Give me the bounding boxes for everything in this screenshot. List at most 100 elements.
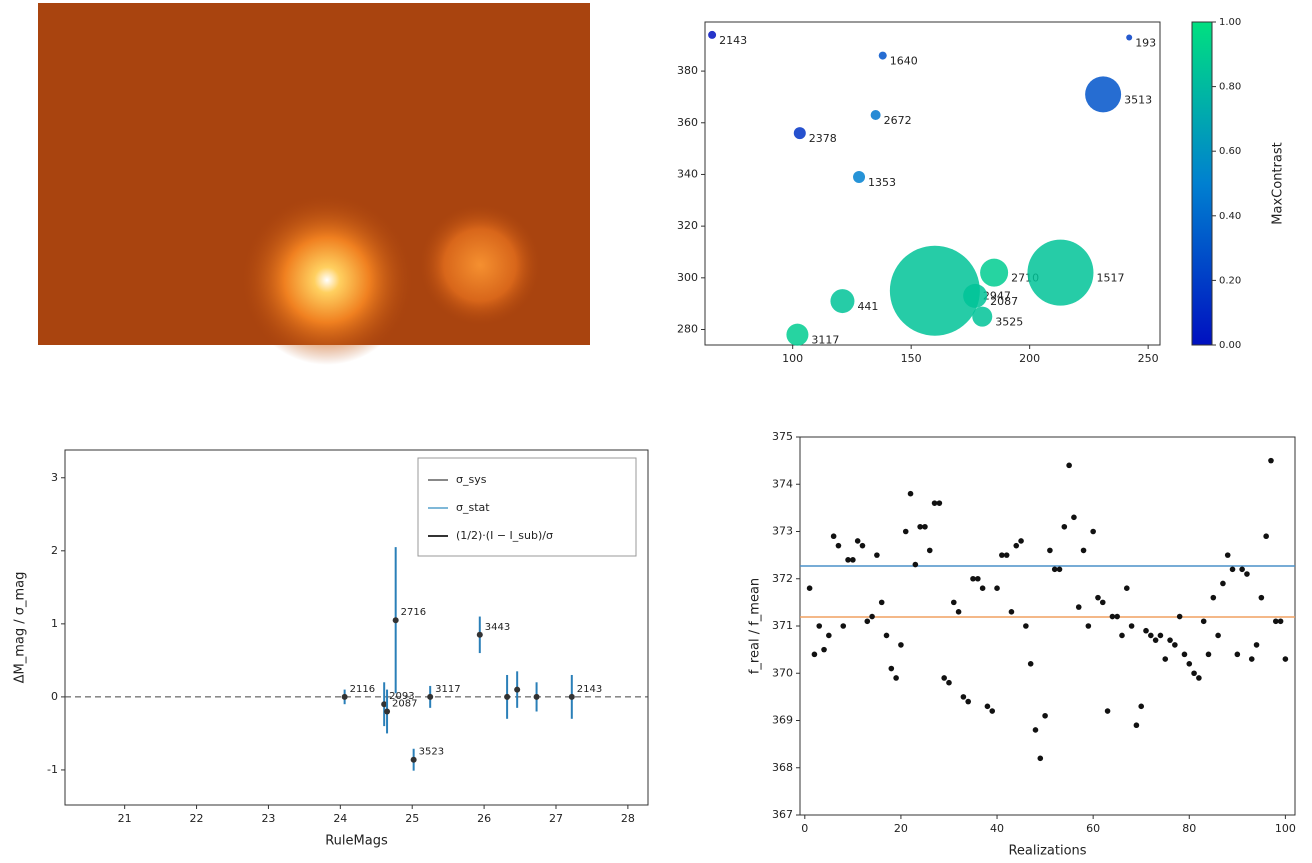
colorbar-tick-label: 1.00 (1219, 17, 1241, 28)
x-tick-label: 20 (894, 822, 908, 835)
point-label: 2143 (577, 684, 602, 695)
bubble (853, 171, 866, 184)
y-tick-label: 370 (772, 666, 793, 679)
point (1013, 542, 1020, 549)
point (1095, 594, 1101, 601)
point (1253, 642, 1260, 648)
point (907, 490, 914, 497)
point (960, 694, 967, 700)
colorbar-label: MaxContrast (1271, 142, 1286, 224)
x-tick-label: 0 (801, 822, 808, 835)
point (979, 585, 986, 591)
plot-frame (704, 21, 1161, 346)
legend-box (417, 457, 637, 557)
point (1157, 632, 1164, 639)
point-label: 3443 (485, 622, 510, 633)
point (427, 693, 434, 700)
colorbar-tick-label: 0.00 (1219, 340, 1241, 351)
point (830, 533, 837, 540)
x-tick-label: 100 (782, 352, 803, 365)
x-tick-label: 27 (549, 812, 563, 825)
point-label: 3523 (419, 747, 444, 758)
point-label: 1640 (890, 55, 918, 68)
legend-label: σ_sys (456, 473, 487, 486)
point (1229, 566, 1236, 573)
bubble (793, 127, 806, 140)
point (1003, 552, 1010, 558)
point (922, 523, 928, 530)
point-label: 193 (1135, 37, 1156, 50)
point (893, 675, 899, 681)
point-label: 441 (857, 300, 878, 313)
point (859, 542, 866, 549)
point-label: 2087 (990, 295, 1018, 308)
y-tick-label: 380 (677, 64, 698, 77)
point (384, 708, 391, 715)
y-tick-label: 340 (677, 167, 698, 180)
y-tick-label: 369 (772, 714, 793, 727)
point (1008, 609, 1015, 615)
point (1272, 618, 1279, 625)
point (1234, 651, 1241, 658)
point (341, 693, 348, 700)
point (1268, 457, 1274, 464)
bubble (1027, 239, 1094, 306)
point (835, 542, 842, 549)
y-tick-label: 3 (51, 471, 58, 484)
point (965, 698, 972, 705)
colorbar-tick-label: 0.20 (1219, 275, 1241, 286)
point (568, 693, 575, 700)
point-label: 2087 (392, 699, 417, 710)
x-tick-label: 250 (1138, 352, 1159, 365)
point (1152, 637, 1159, 643)
point (1263, 533, 1269, 540)
point (1205, 651, 1212, 658)
point (989, 708, 996, 714)
point (1037, 755, 1044, 762)
point (840, 623, 847, 629)
point-label: 2716 (401, 607, 426, 618)
point (950, 599, 957, 606)
point (826, 632, 832, 639)
point-label: 2947 (983, 290, 1011, 303)
point (1162, 656, 1169, 662)
y-tick-label: 300 (677, 271, 698, 284)
point (936, 500, 943, 506)
y-tick-label: 360 (677, 116, 698, 129)
point (1109, 613, 1116, 620)
point (864, 618, 871, 625)
point (1172, 642, 1178, 648)
point (821, 646, 827, 653)
point (533, 693, 540, 700)
point (888, 665, 895, 672)
point (874, 552, 880, 558)
point (1143, 627, 1149, 634)
x-tick-label: 24 (333, 812, 347, 825)
point (1128, 623, 1135, 629)
point (1027, 661, 1034, 667)
bubble (889, 245, 980, 336)
point (869, 613, 875, 620)
y-axis-label: f_real / f_mean (748, 578, 763, 674)
point (1186, 661, 1193, 667)
point (994, 585, 1000, 591)
bubble (708, 30, 717, 39)
point (381, 701, 388, 708)
point (1047, 547, 1053, 554)
point (1061, 523, 1068, 530)
point (845, 557, 851, 563)
point (878, 599, 885, 606)
plot-frame (64, 449, 649, 806)
x-tick-label: 80 (1182, 822, 1196, 835)
bubble (786, 323, 809, 346)
bubble (980, 258, 1009, 287)
x-tick-label: 28 (621, 812, 635, 825)
colorbar-tick-label: 0.40 (1219, 211, 1241, 222)
sky-image (38, 3, 590, 365)
point (476, 631, 483, 638)
bubble (878, 51, 887, 60)
y-tick-label: 367 (772, 808, 793, 821)
point-label: 2093 (389, 691, 414, 702)
point (941, 675, 947, 681)
x-tick-label: 40 (990, 822, 1004, 835)
